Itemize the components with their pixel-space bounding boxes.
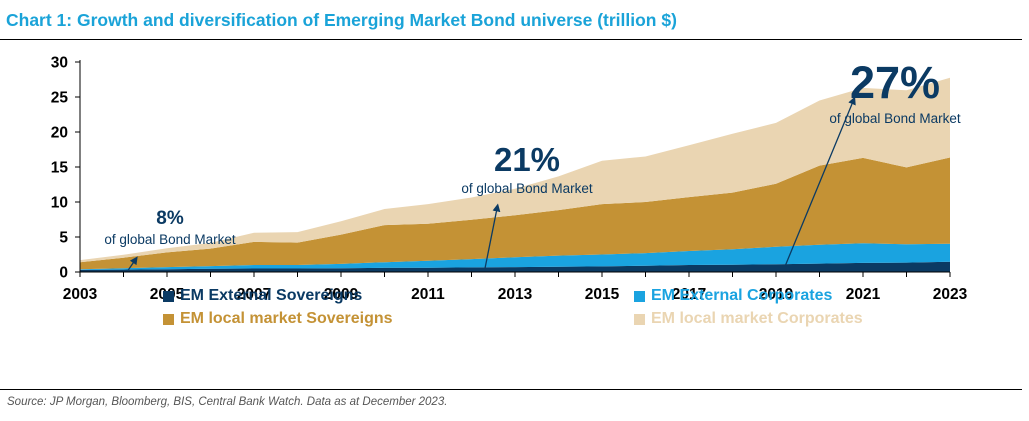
annotation-arrow	[127, 256, 138, 271]
annotations-layer: 8% of global Bond Market 21% of global Bond…	[104, 57, 961, 271]
axes-layer: 0510152025302003200520072009201120132015…	[51, 55, 968, 304]
stacked-area-chart: 0510152025302003200520072009201120132015…	[51, 55, 968, 304]
area-em-local-market-corporates	[80, 77, 950, 263]
chart-title: Chart 1: Growth and diversification of E…	[6, 10, 677, 30]
area-em-external-corporates	[80, 243, 950, 270]
x-tick-label: 2007	[237, 286, 271, 303]
legend-label: EM local market Corporates	[651, 310, 863, 327]
x-tick-label: 2009	[324, 286, 359, 303]
area-em-local-market-sovereigns	[80, 157, 950, 270]
legend-swatch	[163, 313, 174, 325]
legend-swatch	[634, 290, 645, 302]
areas-layer	[80, 77, 950, 272]
annotation-arrow	[483, 203, 501, 271]
legend-label: EM External Corporates	[651, 287, 833, 304]
annotation-percentage: 21%	[494, 141, 560, 178]
source-note: Source: JP Morgan, Bloomberg, BIS, Centr…	[7, 396, 448, 408]
x-tick-label: 2015	[585, 286, 620, 303]
x-tick-label: 2003	[63, 286, 98, 303]
legend-item-em-external-sovereigns: EM External Sovereigns	[163, 287, 362, 305]
y-tick-label: 0	[59, 265, 68, 282]
y-tick-label: 30	[51, 55, 68, 72]
x-tick-label: 2023	[933, 286, 968, 303]
legend-label: EM local market Sovereigns	[180, 310, 393, 327]
x-tick-label: 2017	[672, 286, 706, 303]
legend-label: EM External Sovereigns	[180, 287, 363, 304]
legend-swatch	[634, 313, 645, 325]
annotation-percentage: 27%	[850, 57, 940, 108]
title-divider	[0, 39, 1022, 40]
y-tick-label: 5	[59, 230, 68, 247]
x-tick-label: 2013	[498, 286, 533, 303]
source-divider	[0, 389, 1022, 390]
annotation-arrow	[784, 96, 856, 268]
legend-item-em-external-corporates: EM External Corporates	[634, 287, 832, 305]
annotation-percentage: 8%	[156, 208, 184, 229]
x-tick-label: 2011	[411, 286, 445, 303]
legend-item-em-local-market-sovereigns: EM local market Sovereigns	[163, 310, 393, 328]
legend-swatch	[163, 290, 174, 302]
area-em-external-sovereigns	[80, 261, 950, 272]
x-tick-label: 2019	[759, 286, 794, 303]
y-tick-label: 25	[51, 90, 69, 107]
annotation-caption: of global Bond Market	[104, 232, 236, 247]
annotation-caption: of global Bond Market	[461, 181, 593, 196]
legend-item-em-local-market-corporates: EM local market Corporates	[634, 310, 863, 328]
x-tick-label: 2021	[846, 286, 881, 303]
y-tick-label: 20	[51, 125, 68, 142]
y-tick-label: 15	[51, 160, 69, 177]
annotation-caption: of global Bond Market	[829, 111, 961, 126]
y-tick-label: 10	[51, 195, 68, 212]
